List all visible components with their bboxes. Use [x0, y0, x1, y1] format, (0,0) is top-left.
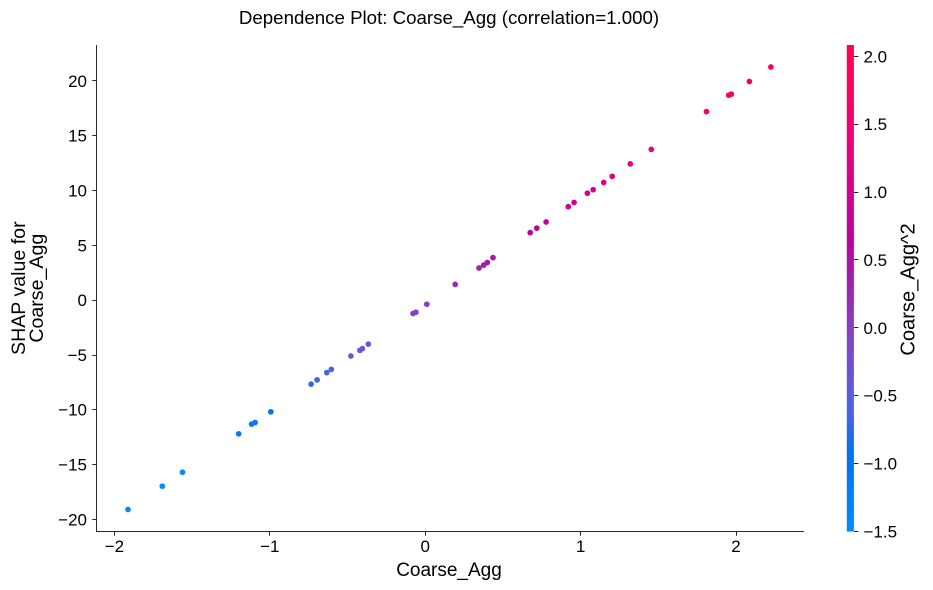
- svg-text:0: 0: [78, 291, 87, 310]
- svg-text:0: 0: [420, 537, 429, 556]
- svg-text:−5: −5: [68, 346, 87, 365]
- svg-text:2: 2: [731, 537, 740, 556]
- svg-text:−2: −2: [105, 537, 124, 556]
- svg-text:0.5: 0.5: [864, 251, 888, 270]
- svg-text:5: 5: [78, 236, 87, 255]
- svg-text:−1.0: −1.0: [864, 455, 898, 474]
- svg-text:−10: −10: [58, 401, 87, 420]
- svg-text:0.0: 0.0: [864, 319, 888, 338]
- svg-text:15: 15: [68, 127, 87, 146]
- svg-text:−0.5: −0.5: [864, 387, 898, 406]
- svg-text:Dependence Plot: Coarse_Agg (c: Dependence Plot: Coarse_Agg (correlation…: [239, 7, 659, 29]
- svg-text:1.5: 1.5: [864, 115, 888, 134]
- svg-text:10: 10: [68, 182, 87, 201]
- svg-text:−1: −1: [260, 537, 279, 556]
- svg-text:1.0: 1.0: [864, 183, 888, 202]
- svg-text:20: 20: [68, 72, 87, 91]
- svg-text:1: 1: [576, 537, 585, 556]
- svg-text:2.0: 2.0: [864, 47, 888, 66]
- svg-text:Coarse_Agg: Coarse_Agg: [396, 560, 502, 581]
- svg-text:−15: −15: [58, 456, 87, 475]
- svg-text:−1.5: −1.5: [864, 523, 898, 542]
- svg-text:Coarse_Agg: Coarse_Agg: [26, 234, 48, 343]
- svg-text:−20: −20: [58, 510, 87, 529]
- svg-text:Coarse_Agg^2: Coarse_Agg^2: [898, 223, 920, 355]
- svg-text:SHAP value for: SHAP value for: [8, 221, 30, 355]
